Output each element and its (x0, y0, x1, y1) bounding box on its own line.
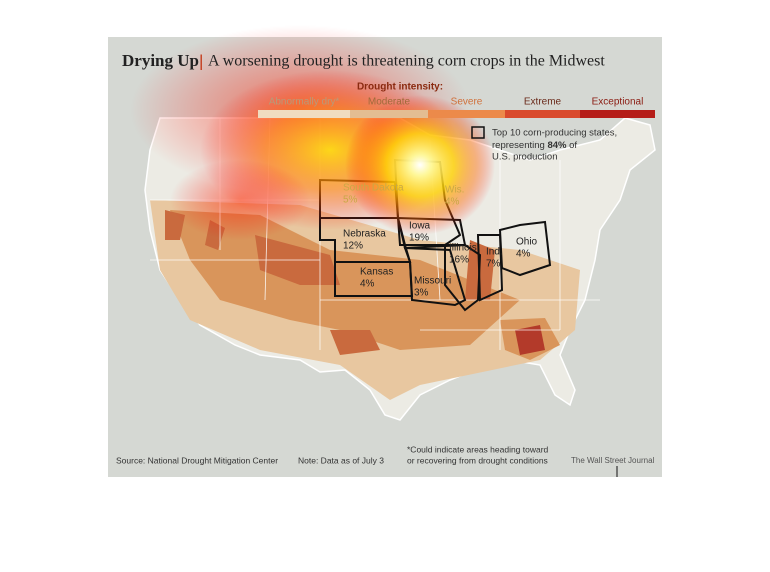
state-share: 12% (343, 241, 363, 252)
legend-box (471, 126, 485, 139)
legend-label: Abnormally dry* (269, 97, 340, 108)
state-name: Missouri (414, 276, 451, 287)
title: Drying Up (122, 51, 199, 70)
box-note: representing 84% of (492, 140, 577, 151)
state-name: Ohio (516, 237, 538, 248)
box-note-part: of (566, 140, 577, 151)
source: Source: National Drought Mitigation Cent… (116, 455, 278, 465)
state-name: Iowa (409, 221, 431, 232)
legend-swatch (580, 110, 655, 118)
state-name: Kansas (360, 267, 393, 278)
legend-label: Severe (451, 97, 483, 108)
state-name: South Dakota (343, 183, 404, 194)
box-note-part: representing (492, 140, 547, 151)
state-share: 4% (445, 197, 460, 208)
heat-spot (170, 160, 310, 240)
legend-title: Drought intensity: (357, 82, 443, 93)
state-share: 19% (409, 233, 429, 244)
note: Note: Data as of July 3 (298, 455, 384, 465)
heat-spot (345, 95, 495, 235)
state-share: 16% (449, 255, 469, 266)
box-note-bold: 84% (547, 140, 567, 151)
state-name: Ind. (486, 247, 503, 258)
legend: Abnormally dry* Moderate Severe Extreme Exce… (258, 97, 655, 118)
state-share: 4% (516, 249, 531, 260)
subtitle: A worsening drought is threatening corn … (208, 53, 605, 70)
legend-label: Moderate (368, 97, 411, 108)
box-note: U.S. production (492, 152, 557, 163)
legend-swatch (428, 110, 505, 118)
legend-label: Extreme (524, 97, 562, 108)
legend-swatch (505, 110, 580, 118)
state-name: Illinois (449, 243, 477, 254)
state-share: 5% (343, 195, 358, 206)
legend-label: Exceptional (592, 97, 644, 108)
footnote: *Could indicate areas heading toward (407, 444, 549, 454)
state-name: Wis. (445, 185, 464, 196)
state-share: 7% (486, 259, 501, 270)
legend-swatch (350, 110, 428, 118)
state-share: 3% (414, 288, 429, 299)
state-share: 4% (360, 279, 375, 290)
state-name: Nebraska (343, 229, 386, 240)
credit: The Wall Street Journal (571, 456, 655, 465)
state-labels: South Dakota5%Wis.4%Nebraska12%Iowa19%Il… (343, 183, 538, 299)
legend-swatch (258, 110, 350, 118)
separator: | (199, 51, 203, 70)
box-note: Top 10 corn-producing states, (492, 128, 617, 139)
footnote: or recovering from drought conditions (407, 455, 548, 465)
